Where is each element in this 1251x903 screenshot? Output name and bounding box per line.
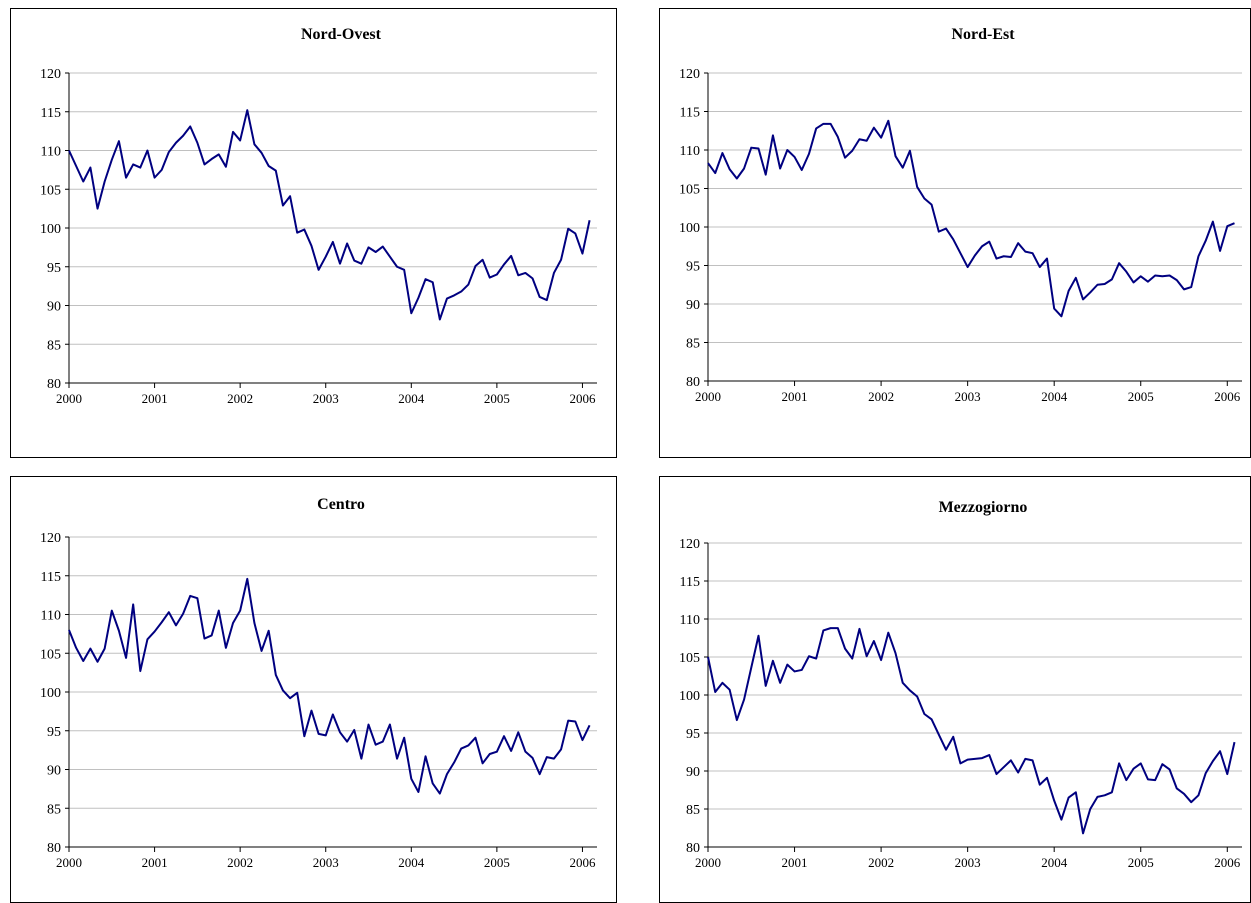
y-tick-label: 110 (41, 609, 61, 624)
y-tick-label: 100 (40, 222, 61, 237)
x-tick-label: 2003 (313, 855, 339, 870)
chart-svg-mezzogiorno: Mezzogiorno 80 85 90 95 100 105 110 115 120 2000 20… (679, 499, 1242, 870)
y-tick-label: 95 (47, 261, 61, 276)
chart-title: Centro (317, 496, 365, 513)
x-tick-label: 2004 (1041, 389, 1068, 404)
chart-svg-nord-est: Nord-Est 80 85 90 95 100 105 110 115 120 2000 2001 2… (679, 26, 1242, 404)
x-tick-label: 2002 (868, 389, 894, 404)
series-line-nord-est (707, 119, 1235, 318)
chart-svg-nord-ovest: Nord-Ovest 80 85 90 95 100 105 110 115 120 2000 200… (40, 26, 597, 406)
x-tick-label: 2004 (1041, 855, 1068, 870)
y-tick-label: 80 (47, 841, 61, 856)
series-line-nord-ovest (68, 109, 591, 321)
x-tick-label: 2003 (313, 391, 339, 406)
x-tick-label: 2004 (398, 391, 425, 406)
y-tick-label: 100 (40, 686, 61, 701)
y-tick-label: 120 (40, 531, 61, 546)
x-tick-label: 2005 (1128, 389, 1154, 404)
x-tick-label: 2000 (695, 389, 721, 404)
x-tick-label: 2005 (1128, 855, 1154, 870)
x-tick-label: 2001 (782, 855, 808, 870)
x-tick-label: 2006 (569, 855, 596, 870)
y-tick-label: 100 (679, 221, 700, 236)
y-tick-label: 90 (47, 300, 61, 315)
y-tick-label: 120 (40, 67, 61, 82)
x-tick-label: 2002 (868, 855, 894, 870)
chart-title: Mezzogiorno (939, 499, 1028, 516)
x-tick-label: 2000 (695, 855, 721, 870)
y-tick-label: 95 (686, 260, 700, 275)
y-tick-label: 110 (41, 145, 61, 160)
y-tick-label: 120 (679, 67, 700, 82)
y-tick-label: 80 (686, 841, 700, 856)
chart-panel-nord-ovest: Nord-Ovest 80 85 90 95 100 105 110 115 120 2000 200… (10, 8, 617, 458)
y-tick-label: 110 (680, 144, 700, 159)
y-tick-label: 105 (679, 183, 700, 198)
y-tick-label: 110 (680, 613, 700, 628)
x-tick-label: 2001 (142, 855, 168, 870)
y-tick-label: 85 (686, 803, 700, 818)
y-tick-label: 120 (679, 537, 700, 552)
x-tick-label: 2003 (955, 855, 981, 870)
y-tick-label: 100 (679, 689, 700, 704)
x-tick-label: 2002 (227, 855, 253, 870)
x-tick-label: 2004 (398, 855, 425, 870)
y-tick-label: 105 (40, 183, 61, 198)
x-tick-label: 2001 (782, 389, 808, 404)
chart-title: Nord-Ovest (301, 26, 382, 43)
y-tick-label: 90 (686, 298, 700, 313)
gridlines (708, 72, 1242, 343)
x-tick-label: 2001 (142, 391, 168, 406)
y-tick-label: 95 (686, 727, 700, 742)
x-tick-label: 2003 (955, 389, 981, 404)
series-line-mezzogiorno (707, 627, 1236, 835)
y-tick-label: 85 (47, 802, 61, 817)
gridlines (69, 536, 597, 809)
y-tick-label: 85 (47, 338, 61, 353)
y-tick-label: 105 (679, 651, 700, 666)
x-tick-label: 2002 (227, 391, 253, 406)
x-tick-label: 2006 (1214, 855, 1241, 870)
series-line-centro (68, 577, 591, 795)
x-tick-label: 2000 (56, 855, 82, 870)
y-tick-label: 115 (680, 106, 700, 121)
x-tick-label: 2000 (56, 391, 82, 406)
gridlines (708, 542, 1242, 810)
x-tick-label: 2006 (1214, 389, 1241, 404)
gridlines (69, 72, 597, 345)
y-tick-label: 80 (47, 377, 61, 392)
y-tick-label: 90 (686, 765, 700, 780)
x-tick-label: 2005 (484, 391, 510, 406)
x-tick-label: 2006 (569, 391, 596, 406)
y-tick-label: 115 (41, 570, 61, 585)
chart-title: Nord-Est (951, 26, 1015, 43)
y-tick-label: 115 (41, 106, 61, 121)
y-tick-label: 115 (680, 575, 700, 590)
y-tick-label: 105 (40, 647, 61, 662)
y-tick-label: 95 (47, 725, 61, 740)
chart-panel-nord-est: Nord-Est 80 85 90 95 100 105 110 115 120 2000 2001 2… (659, 8, 1251, 458)
y-tick-label: 90 (47, 764, 61, 779)
x-tick-label: 2005 (484, 855, 510, 870)
y-tick-label: 85 (686, 337, 700, 352)
chart-panel-centro: Centro 80 85 90 95 100 105 110 115 120 2000 2001 200… (10, 476, 617, 903)
chart-panel-mezzogiorno: Mezzogiorno 80 85 90 95 100 105 110 115 120 2000 20… (659, 476, 1251, 903)
y-tick-label: 80 (686, 375, 700, 390)
chart-svg-centro: Centro 80 85 90 95 100 105 110 115 120 2000 2001 200… (40, 496, 597, 870)
